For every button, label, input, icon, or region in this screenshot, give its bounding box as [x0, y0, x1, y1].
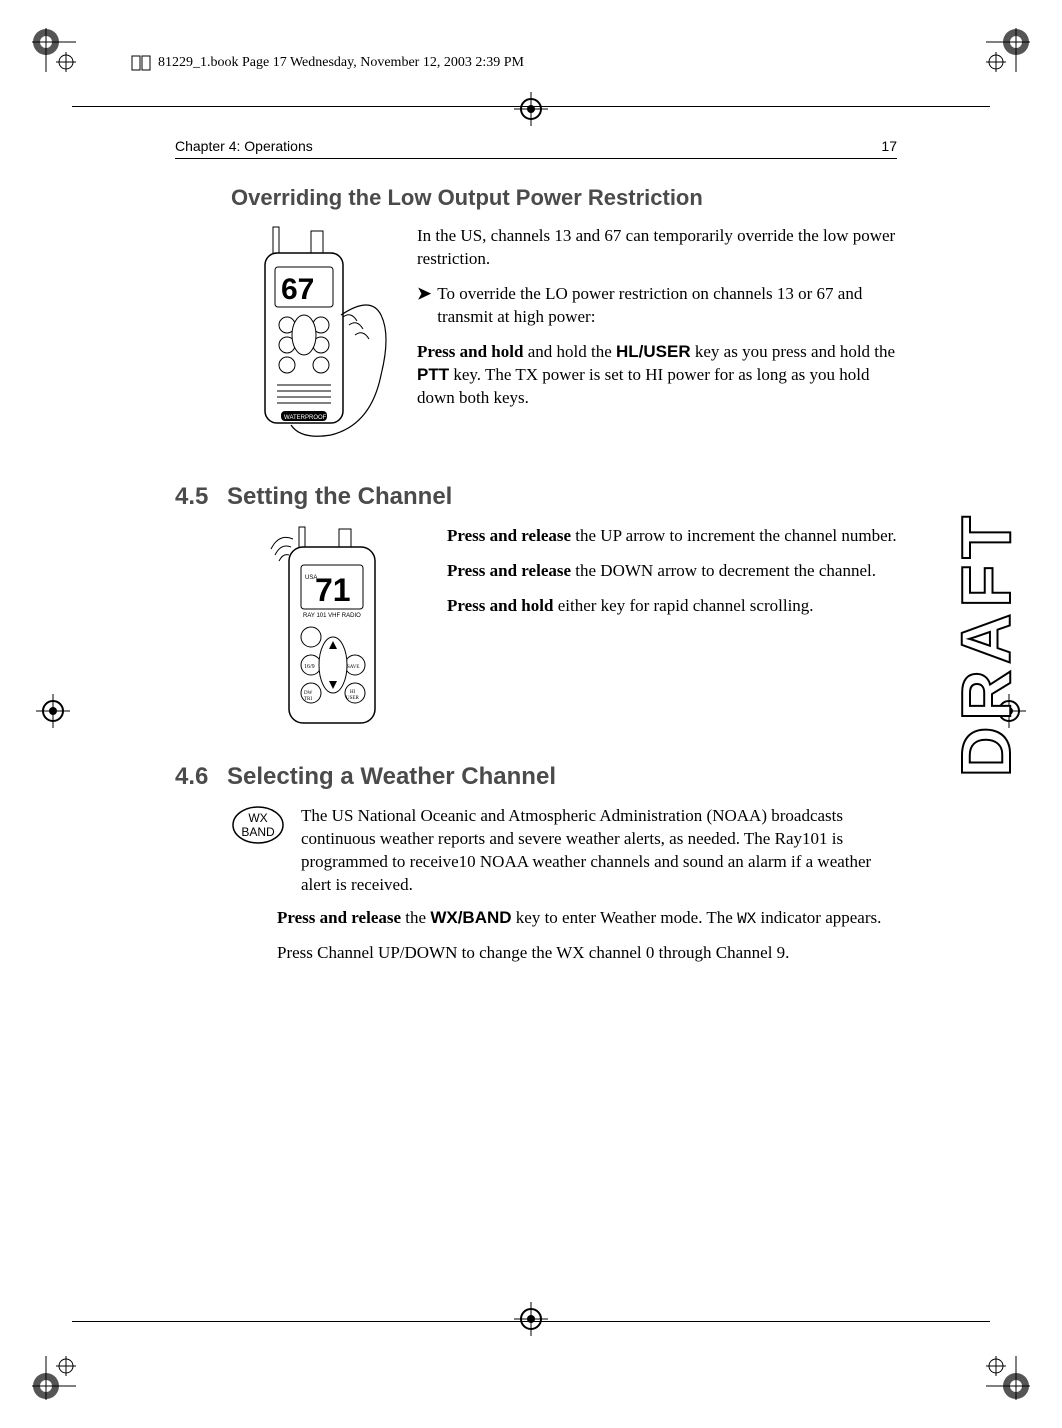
section-number: 4.5 [175, 483, 227, 511]
section-heading: 4.6Selecting a Weather Channel [175, 763, 897, 791]
svg-text:TRI: TRI [304, 697, 312, 702]
section-number: 4.6 [175, 763, 227, 791]
crop-mark-icon [986, 1356, 1030, 1400]
svg-text:USA: USA [305, 575, 317, 581]
bullet: ➤ To override the LO power restriction o… [417, 283, 897, 329]
section-title: Setting the Channel [227, 483, 452, 510]
svg-text:67: 67 [281, 273, 314, 306]
svg-text:RAY 101 VHF RADIO: RAY 101 VHF RADIO [303, 613, 361, 619]
page: 81229_1.book Page 17 Wednesday, November… [0, 0, 1062, 1428]
svg-text:WX: WX [248, 811, 267, 825]
svg-text:HI: HI [350, 690, 356, 695]
section-heading: 4.5Setting the Channel [175, 483, 897, 511]
para: In the US, channels 13 and 67 can tempor… [417, 225, 897, 271]
print-note: 81229_1.book Page 17 Wednesday, November… [130, 52, 524, 74]
svg-text:WATERPROOF: WATERPROOF [284, 415, 327, 421]
para: Press and release the UP arrow to increm… [447, 525, 897, 548]
crop-mark-icon [32, 28, 76, 72]
print-note-text: 81229_1.book Page 17 Wednesday, November… [158, 55, 524, 71]
bullet-text: To override the LO power restriction on … [437, 283, 897, 329]
book-icon [130, 52, 152, 74]
running-head: Chapter 4: Operations 17 [175, 138, 897, 159]
crop-mark-icon [986, 28, 1030, 72]
weather-row: WX BAND The US National Oceanic and Atmo… [231, 805, 897, 897]
svg-text:USER: USER [346, 696, 359, 701]
svg-text:SAVE: SAVE [347, 665, 359, 670]
para: Press Channel UP/DOWN to change the WX c… [277, 942, 897, 965]
svg-text:BAND: BAND [241, 825, 275, 839]
radio-illustration: 71 USA RAY 101 VHF RADIO 16/9 DW TRI SAV… [231, 525, 431, 735]
draft-watermark: DRAFT [946, 510, 1026, 777]
content-area: Chapter 4: Operations 17 Overriding the … [175, 138, 897, 977]
registration-mark-icon [514, 1302, 548, 1336]
channel-text: Press and release the UP arrow to increm… [447, 525, 897, 735]
para: The US National Oceanic and Atmospheric … [301, 805, 897, 897]
para: Press and release the DOWN arrow to decr… [447, 560, 897, 583]
page-number: 17 [881, 138, 897, 154]
svg-text:16/9: 16/9 [304, 664, 315, 670]
registration-mark-icon [36, 694, 70, 728]
override-row: 67 WATERPROOF [231, 225, 897, 455]
arrow-icon: ➤ [417, 283, 431, 329]
svg-text:DW: DW [304, 691, 313, 696]
para: Press and hold and hold the HL/USER key … [417, 341, 897, 410]
wx-band-icon: WX BAND [231, 805, 285, 845]
channel-row: 71 USA RAY 101 VHF RADIO 16/9 DW TRI SAV… [231, 525, 897, 735]
para: Press and release the WX/BAND key to ent… [277, 907, 897, 931]
svg-text:71: 71 [315, 572, 351, 608]
registration-mark-icon [514, 92, 548, 126]
chapter-title: Chapter 4: Operations [175, 138, 313, 154]
para: Press and hold either key for rapid chan… [447, 595, 897, 618]
crop-line [72, 1321, 990, 1322]
crop-mark-icon [32, 1356, 76, 1400]
radio-illustration: 67 WATERPROOF [231, 225, 401, 455]
crop-line [72, 106, 990, 107]
section-heading: Overriding the Low Output Power Restrict… [231, 185, 897, 211]
section-title: Selecting a Weather Channel [227, 763, 556, 790]
override-text: In the US, channels 13 and 67 can tempor… [417, 225, 897, 455]
